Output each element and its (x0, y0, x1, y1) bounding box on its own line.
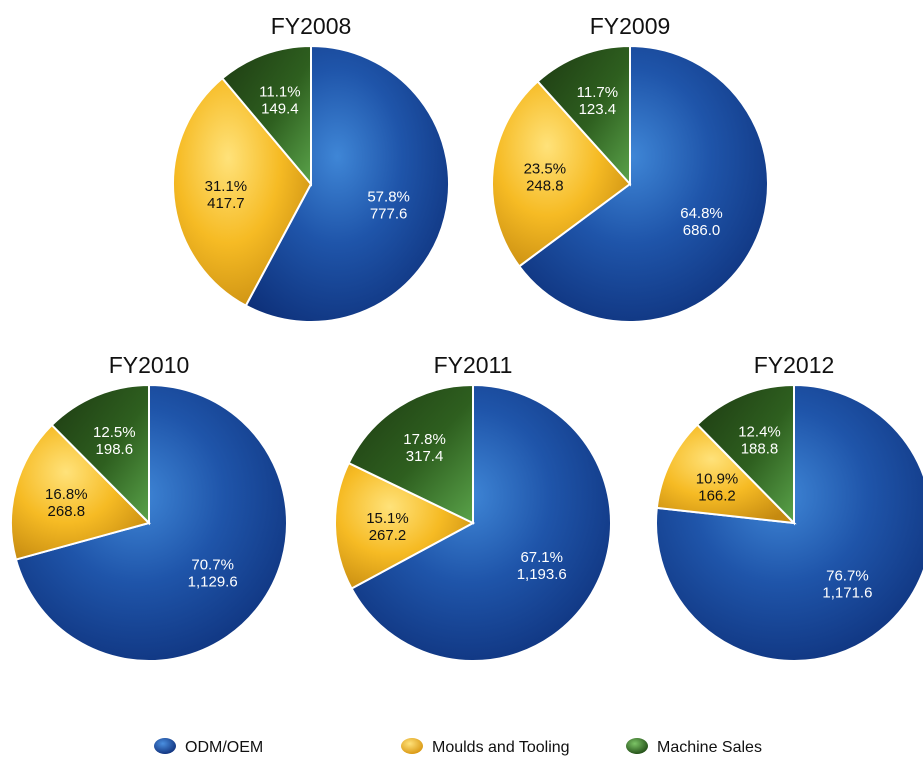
pie-slice-odm-oem (14, 383, 288, 662)
slice-percent-label: 17.8% (403, 431, 446, 448)
slice-percent-label: 15.1% (366, 510, 409, 527)
slice-percent-label: 11.7% (577, 84, 618, 101)
pie-fy2009: FY2009 64.8%686.0 23.5%248.8 11.7%123.4 (491, 13, 769, 323)
pie-slice-machine-sales (536, 44, 631, 187)
slice-percent-label: 70.7% (191, 557, 234, 574)
slice-percent-label: 16.8% (45, 486, 88, 503)
slice-percent-label: 76.7% (826, 568, 869, 585)
pie-slice-moulds-tooling (491, 80, 632, 268)
slice-value-label: 268.8 (48, 503, 86, 520)
pie-slice-moulds-tooling (655, 423, 797, 525)
slice-percent-label: 64.8% (680, 205, 723, 222)
pie-slice-machine-sales (220, 44, 312, 187)
slice-value-label: 149.4 (261, 100, 299, 117)
slice-percent-label: 11.1% (259, 83, 300, 100)
slice-percent-label: 12.5% (93, 424, 136, 441)
slice-percent-label: 12.4% (738, 424, 781, 441)
pie-slice-moulds-tooling (172, 76, 313, 308)
pie-title: FY2008 (271, 13, 352, 39)
legend-item-moulds-tooling: Moulds and Tooling (401, 738, 570, 756)
pie-title: FY2011 (434, 352, 513, 378)
pie-fy2010: FY2010 70.7%1,129.6 16.8%268.8 12.5%198.6 (10, 352, 288, 662)
pie-slice-odm-oem (350, 383, 612, 662)
legend-swatch (401, 738, 423, 754)
pie-slice-odm-oem (517, 44, 769, 323)
pie-title: FY2009 (590, 13, 671, 39)
legend-item-odm-oem: ODM/OEM (154, 738, 263, 756)
slice-value-label: 123.4 (579, 101, 617, 118)
pie-slice-machine-sales (347, 383, 474, 525)
slice-value-label: 248.8 (526, 178, 564, 195)
slice-value-label: 417.7 (207, 195, 245, 212)
slice-value-label: 317.4 (406, 448, 444, 465)
slice-percent-label: 67.1% (520, 549, 563, 566)
legend-swatch (626, 738, 648, 754)
slice-percent-label: 23.5% (524, 161, 567, 178)
slice-value-label: 777.6 (370, 205, 408, 222)
slice-percent-label: 57.8% (367, 188, 410, 205)
pie-fy2012: FY2012 76.7%1,171.6 10.9%166.2 12.4%188.8 (655, 352, 923, 662)
slice-value-label: 267.2 (369, 527, 407, 544)
legend-label: ODM/OEM (185, 739, 263, 756)
pie-slice-machine-sales (50, 383, 150, 526)
pie-fy2008: FY2008 57.8%777.6 31.1%417.7 11.1%149.4 (172, 13, 450, 323)
slice-value-label: 198.6 (96, 441, 134, 458)
legend-swatch (154, 738, 176, 754)
slice-value-label: 1,193.6 (517, 566, 567, 583)
slice-value-label: 166.2 (698, 488, 736, 505)
slice-value-label: 1,171.6 (822, 585, 872, 602)
legend-item-machine-sales: Machine Sales (626, 738, 762, 756)
pie-fy2011: FY2011 67.1%1,193.6 15.1%267.2 17.8%317.4 (334, 352, 612, 662)
pie-slice-moulds-tooling (10, 423, 151, 561)
pie-slice-odm-oem (244, 44, 450, 323)
legend-label: Moulds and Tooling (432, 739, 570, 756)
pie-title: FY2010 (109, 352, 190, 378)
slice-percent-label: 10.9% (696, 471, 739, 488)
slice-value-label: 686.0 (683, 222, 721, 239)
pie-slice-moulds-tooling (334, 461, 476, 590)
legend-label: Machine Sales (657, 739, 762, 756)
pie-slice-machine-sales (695, 383, 795, 526)
slice-value-label: 1,129.6 (188, 574, 238, 591)
slice-percent-label: 31.1% (205, 178, 248, 195)
slice-value-label: 188.8 (741, 441, 779, 458)
pie-title: FY2012 (754, 352, 835, 378)
